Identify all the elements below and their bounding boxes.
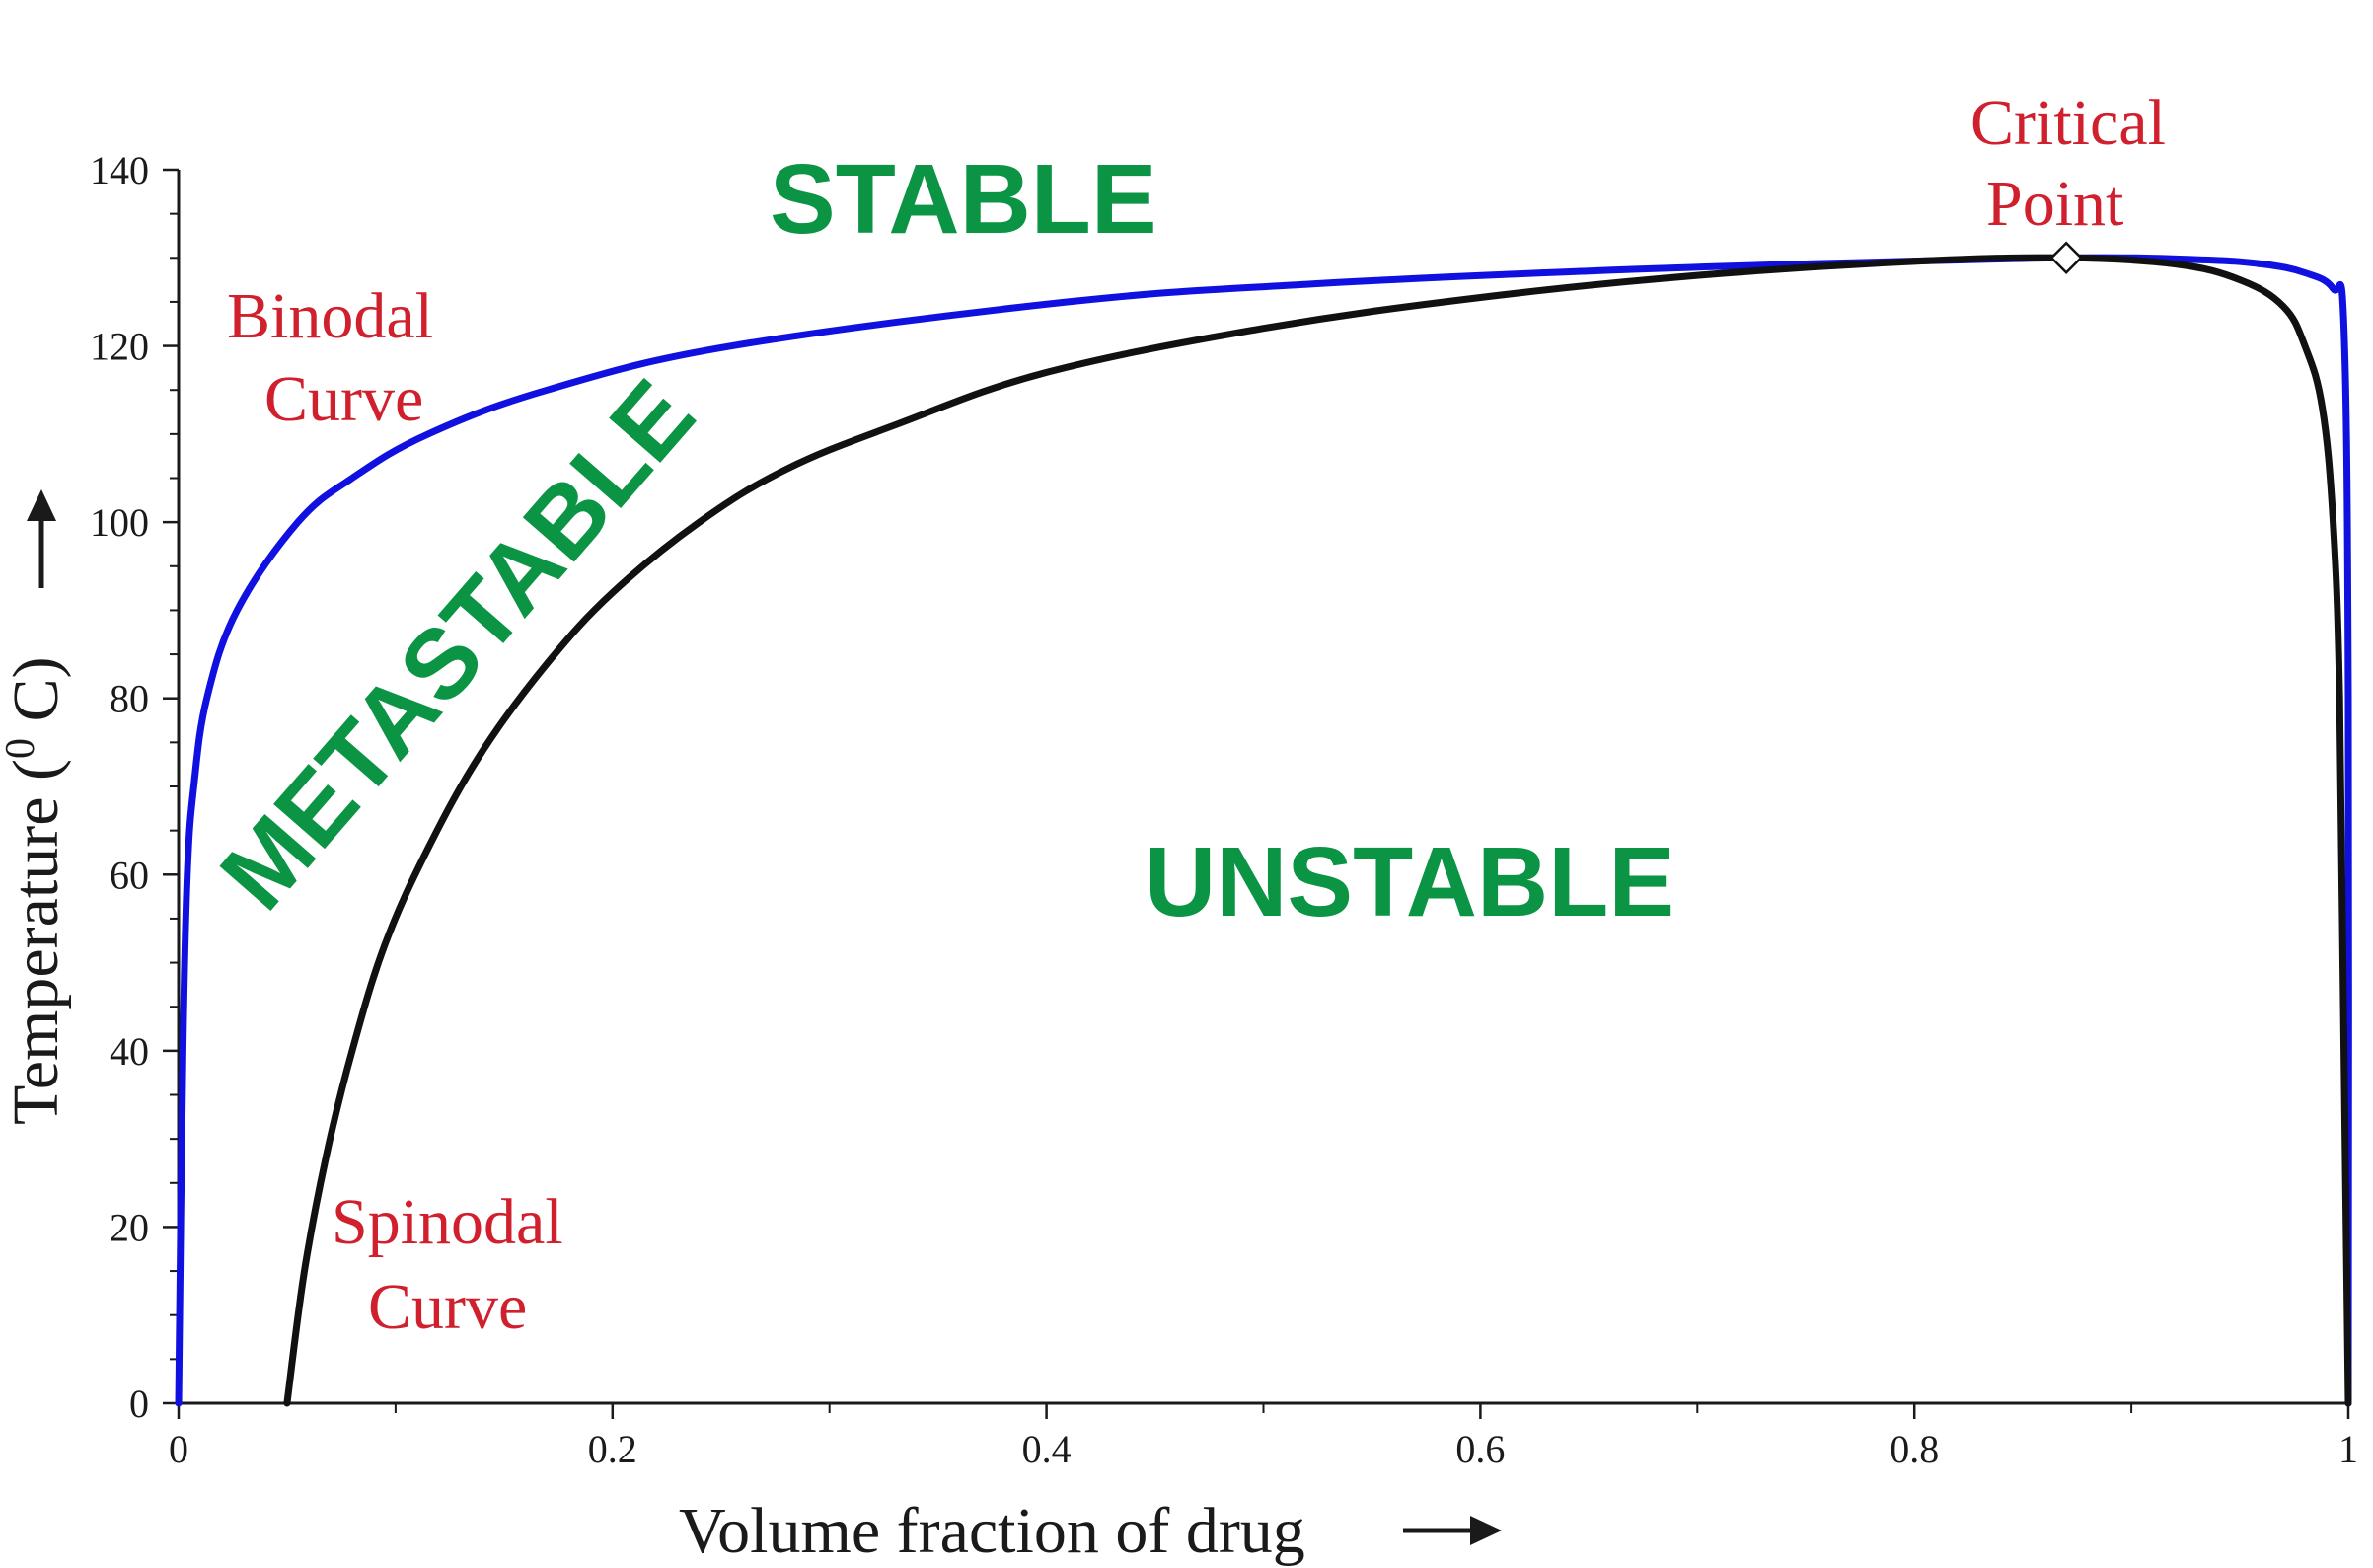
- spinodal-label-line2: Curve: [368, 1271, 527, 1343]
- x-axis-title-group: Volume fraction of drug: [679, 1495, 1502, 1567]
- binodal-label-line2: Curve: [264, 363, 423, 435]
- critical-point-diamond: [2049, 241, 2083, 275]
- region-stable: STABLE: [770, 144, 1157, 255]
- x-tick-label: 0.6: [1455, 1427, 1505, 1471]
- y-tick-label: 0: [129, 1381, 149, 1426]
- spinodal-curve: [283, 254, 2352, 1407]
- curves: [175, 254, 2352, 1407]
- binodal-curve: [175, 254, 2352, 1407]
- region-metastable: METASTABLE: [199, 359, 715, 930]
- y-tick-label: 60: [110, 853, 149, 897]
- x-tick-label: 0.4: [1022, 1427, 1072, 1471]
- y-axis-arrow-head: [27, 489, 56, 521]
- x-tick-label: 1: [2338, 1427, 2358, 1471]
- region-unstable: UNSTABLE: [1145, 827, 1674, 937]
- y-axis-title: Temperature (0 C): [0, 657, 72, 1126]
- ticks: [163, 168, 2350, 1419]
- y-tick-label: 40: [110, 1029, 149, 1074]
- x-tick-label: 0: [169, 1427, 188, 1471]
- y-tick-label: 140: [90, 148, 149, 192]
- y-tick-label: 120: [90, 325, 149, 369]
- y-tick-label: 20: [110, 1205, 149, 1249]
- x-axis-arrow-head: [1470, 1516, 1502, 1545]
- y-tick-label: 100: [90, 500, 149, 545]
- x-axis-title: Volume fraction of drug: [679, 1495, 1305, 1567]
- x-tick-label: 0.8: [1890, 1427, 1939, 1471]
- y-tick-label: 80: [110, 677, 149, 721]
- binodal-label-line1: Binodal: [227, 280, 433, 352]
- critical-label-line1: Critical: [1970, 87, 2166, 159]
- x-tick-label: 0.2: [588, 1427, 637, 1471]
- critical-point-marker: [2049, 241, 2083, 275]
- y-axis-arrow: [27, 489, 56, 588]
- y-axis-title-group: Temperature (0 C): [0, 657, 72, 1126]
- tick-labels: 0 0.2 0.4 0.6 0.8 1 0 20 40 60 80 100 120 140: [90, 148, 2358, 1471]
- critical-label-line2: Point: [1986, 168, 2123, 240]
- spinodal-label-line1: Spinodal: [332, 1186, 563, 1258]
